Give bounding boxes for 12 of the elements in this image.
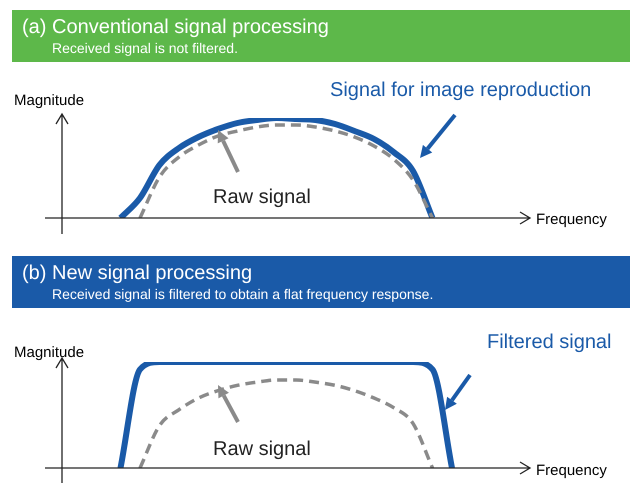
- chart-title: (a) Conventional signal processing: [22, 15, 330, 39]
- x-axis-title: Frequency: [536, 211, 607, 228]
- legend-label: Raw signal: [213, 186, 311, 209]
- series-label: Signal for image reproduction: [330, 79, 592, 102]
- y-axis-title: Magnitude: [14, 92, 84, 109]
- y-axis-title: Magnitude: [14, 344, 84, 361]
- chart-title: (b) New signal processing: [22, 261, 254, 285]
- chart-subtitle: Received signal is not filtered.: [51, 39, 239, 57]
- legend-label: Raw signal: [213, 438, 311, 461]
- text: Filtered signal: [487, 331, 612, 354]
- chart-subtitle: Received signal is filtered to obtain a flat frequency response.: [51, 285, 434, 303]
- x-axis-title: Frequency: [536, 462, 607, 479]
